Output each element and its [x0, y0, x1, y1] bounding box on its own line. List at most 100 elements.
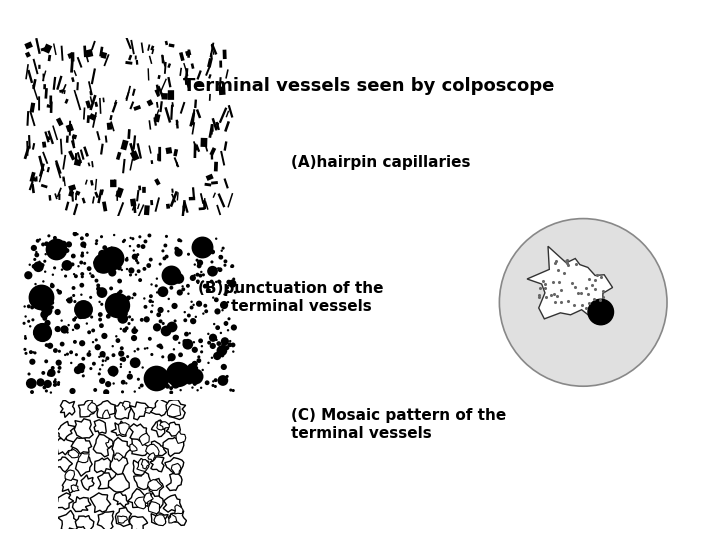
- Point: [161, 327, 172, 335]
- Point: [190, 313, 202, 321]
- Polygon shape: [145, 444, 159, 456]
- Polygon shape: [145, 407, 153, 414]
- Polygon shape: [63, 476, 78, 494]
- Point: [19, 334, 31, 343]
- Point: [129, 327, 140, 335]
- Point: [155, 306, 166, 314]
- Point: [67, 387, 78, 395]
- Point: [53, 378, 64, 387]
- Point: [137, 363, 148, 372]
- Point: [157, 353, 168, 361]
- Polygon shape: [139, 433, 149, 446]
- Point: [39, 314, 50, 323]
- Point: [121, 310, 132, 319]
- Point: [108, 351, 120, 360]
- Point: [94, 257, 106, 266]
- Point: [84, 264, 95, 273]
- Point: [222, 287, 233, 296]
- Point: [582, 290, 593, 299]
- Point: [107, 268, 118, 277]
- Point: [534, 293, 545, 301]
- Point: [47, 363, 58, 372]
- Point: [96, 300, 107, 308]
- Point: [145, 307, 157, 316]
- Circle shape: [500, 219, 667, 386]
- Point: [136, 315, 148, 324]
- Point: [89, 386, 101, 394]
- Polygon shape: [55, 437, 73, 455]
- Point: [175, 378, 186, 387]
- Point: [145, 297, 156, 306]
- Point: [192, 271, 203, 279]
- Point: [558, 269, 570, 278]
- Point: [189, 380, 201, 388]
- Point: [96, 352, 107, 361]
- Point: [23, 302, 35, 310]
- Point: [47, 281, 58, 290]
- Point: [47, 271, 58, 279]
- Polygon shape: [98, 473, 117, 489]
- Polygon shape: [133, 458, 147, 475]
- Point: [61, 296, 73, 305]
- Point: [155, 317, 166, 326]
- Point: [223, 314, 235, 323]
- Point: [45, 341, 56, 350]
- Point: [37, 303, 49, 312]
- Point: [178, 361, 189, 369]
- Polygon shape: [134, 471, 151, 490]
- Point: [85, 293, 96, 302]
- Point: [81, 248, 93, 257]
- Point: [115, 287, 127, 296]
- Point: [102, 380, 114, 388]
- Point: [222, 326, 234, 335]
- Polygon shape: [76, 455, 92, 476]
- Point: [218, 301, 230, 309]
- Point: [31, 248, 42, 256]
- Point: [158, 381, 169, 390]
- Point: [222, 298, 234, 307]
- Point: [570, 260, 582, 268]
- Point: [52, 240, 63, 249]
- Point: [165, 271, 176, 280]
- Point: [121, 265, 132, 273]
- Point: [83, 350, 94, 359]
- Point: [32, 262, 44, 271]
- Point: [116, 266, 127, 274]
- Point: [52, 308, 63, 316]
- Point: [132, 375, 144, 383]
- Point: [63, 240, 75, 249]
- Point: [556, 298, 567, 307]
- Point: [555, 286, 567, 295]
- Point: [175, 386, 186, 394]
- Point: [69, 338, 81, 346]
- Point: [549, 298, 561, 306]
- Point: [30, 329, 41, 338]
- Point: [202, 379, 213, 387]
- Point: [102, 312, 114, 321]
- Point: [169, 316, 181, 325]
- Point: [125, 242, 136, 251]
- Point: [117, 378, 129, 387]
- Point: [183, 250, 194, 259]
- Polygon shape: [56, 457, 73, 472]
- Point: [207, 248, 218, 256]
- Point: [129, 290, 140, 299]
- Point: [155, 304, 166, 313]
- Point: [139, 265, 150, 273]
- Point: [105, 366, 117, 374]
- Point: [46, 280, 58, 288]
- Point: [139, 345, 150, 353]
- Polygon shape: [129, 424, 148, 442]
- Polygon shape: [90, 493, 111, 512]
- Point: [119, 305, 130, 314]
- Point: [228, 386, 239, 395]
- Point: [158, 254, 170, 263]
- Point: [78, 240, 89, 249]
- Point: [53, 380, 64, 389]
- Point: [178, 285, 189, 294]
- Point: [161, 252, 172, 261]
- Point: [76, 281, 88, 289]
- Point: [194, 258, 206, 267]
- Point: [69, 297, 81, 306]
- Point: [203, 339, 215, 347]
